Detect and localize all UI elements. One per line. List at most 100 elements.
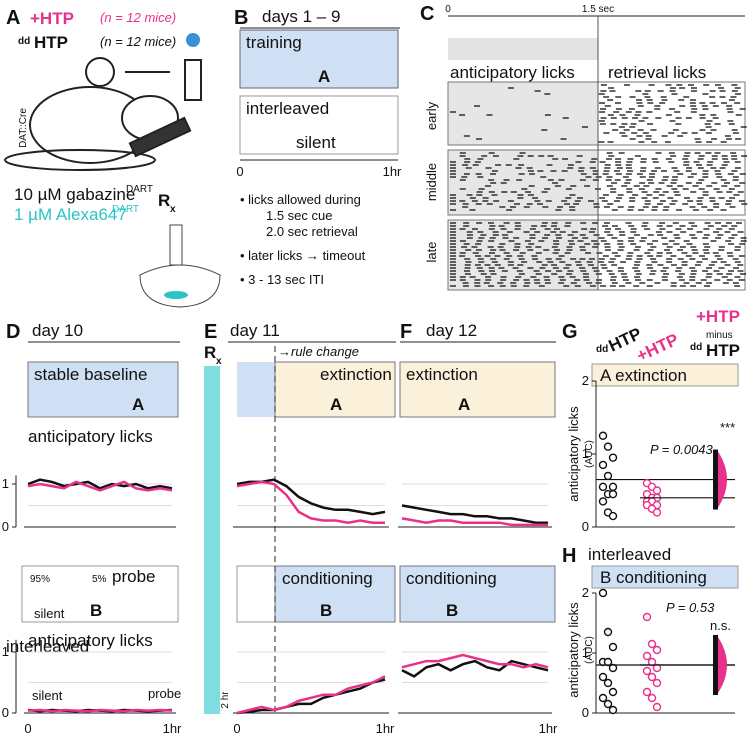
data-point xyxy=(608,453,618,462)
panel-label: F xyxy=(400,321,412,343)
data-point xyxy=(608,482,618,492)
rx-sub: x xyxy=(170,204,176,215)
box-label: extinction xyxy=(320,365,392,384)
y-tick-label: 2 xyxy=(582,585,589,600)
x-tick-label: 1hr xyxy=(163,721,182,736)
y-tick-label: 1 xyxy=(2,644,9,659)
trace xyxy=(236,678,386,715)
data-point xyxy=(598,497,608,506)
data-point xyxy=(642,687,652,697)
anticipatory-window xyxy=(447,81,599,146)
difference-distribution xyxy=(718,637,727,693)
trace xyxy=(236,480,385,524)
box-label: conditioning xyxy=(406,569,497,588)
condition-box xyxy=(399,565,556,623)
drug-label: 10 µM gabazine xyxy=(14,185,135,204)
cue-bar xyxy=(448,38,598,60)
anticipatory-window xyxy=(447,149,599,216)
panel-label: E xyxy=(204,321,217,343)
box-label: conditioning xyxy=(282,569,373,588)
panel-title: day 12 xyxy=(426,321,477,340)
trace xyxy=(27,708,173,713)
annotation: P = 0.0043 xyxy=(650,442,714,457)
difference-ci xyxy=(713,449,718,510)
trace xyxy=(401,659,549,678)
data-point xyxy=(647,693,657,703)
panel-label: G xyxy=(562,321,578,343)
trace xyxy=(401,504,548,524)
panel-label: A xyxy=(6,7,20,29)
data-point xyxy=(608,511,618,521)
annotation: *** xyxy=(720,420,735,435)
diff-label: dd xyxy=(690,342,702,353)
cue-label: B xyxy=(90,601,102,620)
trace xyxy=(401,653,549,669)
data-point xyxy=(652,486,662,495)
condition-box xyxy=(237,362,275,417)
drug-label: 1 µM Alexa647 xyxy=(14,205,127,224)
x-tick-label: 0 xyxy=(236,164,243,179)
y-tick-label: 1 xyxy=(582,645,589,660)
condition-box xyxy=(274,361,396,418)
x-tick-label: 0 xyxy=(445,4,451,15)
data-point xyxy=(647,639,657,649)
diff-label: HTP xyxy=(706,341,740,360)
cue-label: A xyxy=(330,395,342,414)
y-tick-label: 0 xyxy=(2,519,9,534)
annotation: →rule change xyxy=(278,344,359,359)
retrieval-window xyxy=(597,219,746,291)
bullet: 2.0 sec retrieval xyxy=(266,224,358,239)
box-label: stable baseline xyxy=(34,365,147,384)
group-n: (n = 12 mice) xyxy=(100,10,176,25)
y-tick-label: 1 xyxy=(2,476,9,491)
condition-box xyxy=(591,565,739,589)
y-tick-label: 0 xyxy=(2,705,9,720)
rx-bar xyxy=(204,366,220,714)
row-title: interleaved xyxy=(6,637,89,656)
cue-label: B xyxy=(446,601,458,620)
annotation: n.s. xyxy=(710,618,731,633)
box-label: A extinction xyxy=(600,366,687,385)
condition-box xyxy=(21,565,179,623)
box-label: probe xyxy=(112,567,155,586)
data-point xyxy=(598,482,608,492)
axis-break: 2 hr xyxy=(220,691,231,709)
rx-label: R xyxy=(204,343,216,362)
axis-title: (AUC) xyxy=(584,636,595,664)
bullet: • 3 - 13 sec ITI xyxy=(240,272,324,287)
mouse-illustration xyxy=(4,33,202,171)
row-label: early xyxy=(424,101,439,130)
cue-label: A xyxy=(132,395,144,414)
data-point xyxy=(603,627,613,637)
data-point xyxy=(598,693,608,703)
data-point xyxy=(642,651,652,661)
x-tick-label: 0 xyxy=(24,721,31,736)
axis-title: anticipatory licks xyxy=(28,631,153,650)
data-point xyxy=(642,666,652,676)
column-label: anticipatory licks xyxy=(450,63,575,82)
diff-label: +HTP xyxy=(696,307,740,326)
bullet: 1.5 sec cue xyxy=(266,208,333,223)
axis-title: anticipatory licks xyxy=(28,427,153,446)
trace xyxy=(27,478,173,490)
box-label: B conditioning xyxy=(600,568,707,587)
panel-label: D xyxy=(6,321,20,343)
box-label: interleaved xyxy=(246,99,329,118)
axis-title: anticipatory licks xyxy=(566,406,581,502)
data-point xyxy=(603,699,613,709)
data-point xyxy=(642,612,652,622)
lick-raster xyxy=(447,81,748,291)
condition-box xyxy=(399,361,556,418)
data-point xyxy=(598,460,608,470)
data-point xyxy=(608,642,618,652)
data-point xyxy=(598,431,608,440)
data-point xyxy=(652,678,662,688)
box-label: extinction xyxy=(406,365,478,384)
data-point xyxy=(598,588,608,598)
data-point xyxy=(652,702,662,712)
difference-distribution xyxy=(718,451,727,508)
data-point xyxy=(603,678,613,688)
trace xyxy=(236,478,386,516)
drug-sup: DART xyxy=(126,184,153,195)
